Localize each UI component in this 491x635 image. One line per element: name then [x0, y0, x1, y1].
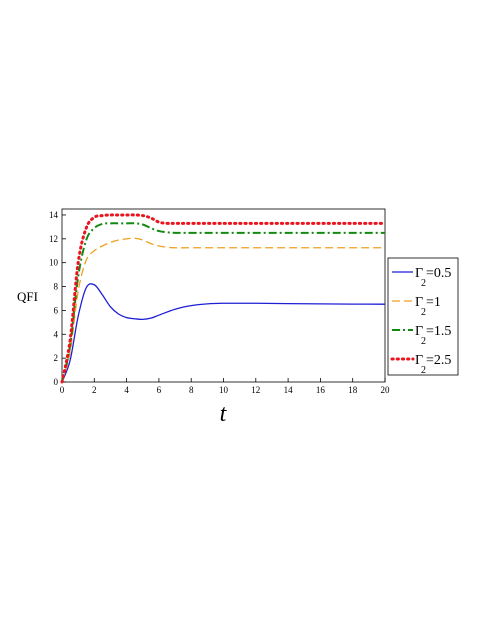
legend-box [387, 257, 459, 376]
x-tick-label: 4 [124, 385, 129, 395]
series-line-1 [61, 283, 386, 383]
legend-items: Γ2=0.5Γ2=1Γ2=1.5Γ2=2.5 [390, 266, 451, 376]
series-line-3 [61, 222, 385, 383]
y-axis-ticks: 0 2 4 6 8 10 12 14 [49, 210, 66, 387]
legend-symbol-3: Γ [415, 324, 423, 339]
x-axis-label: t [220, 401, 228, 427]
legend-label-3: =1.5 [426, 324, 451, 339]
y-tick-label: 10 [49, 258, 59, 268]
legend-label-4: =2.5 [426, 353, 451, 368]
x-tick-label: 10 [219, 385, 229, 395]
x-tick-label: 2 [92, 385, 97, 395]
x-tick-label: 18 [348, 385, 358, 395]
series-line-4 [60, 213, 387, 384]
legend-subscript-3: 2 [421, 336, 426, 347]
y-axis-label: QFI [17, 289, 38, 304]
x-axis-ticks: 0 2 4 6 8 10 12 14 16 18 20 [60, 378, 390, 395]
plot-frame [61, 208, 386, 383]
x-tick-label: 20 [381, 385, 391, 395]
series-layer [60, 213, 387, 384]
y-tick-label: 6 [54, 305, 59, 315]
x-tick-label: 6 [157, 385, 162, 395]
legend-subscript-1: 2 [421, 278, 426, 289]
x-tick-label: 16 [316, 385, 326, 395]
y-tick-label: 2 [54, 353, 59, 363]
legend: Γ2=0.5Γ2=1Γ2=1.5Γ2=2.5 [387, 257, 459, 376]
y-tick-label: 4 [54, 329, 59, 339]
x-tick-label: 0 [60, 385, 65, 395]
legend-label-1: =0.5 [426, 266, 451, 281]
y-tick-label: 8 [54, 282, 59, 292]
legend-label-2: =1 [426, 295, 441, 310]
x-tick-label: 8 [189, 385, 194, 395]
legend-symbol-4: Γ [415, 353, 423, 368]
y-tick-label: 0 [54, 377, 59, 387]
legend-subscript-2: 2 [421, 307, 426, 318]
y-tick-label: 14 [49, 210, 59, 220]
legend-symbol-1: Γ [415, 266, 423, 281]
legend-symbol-2: Γ [415, 295, 423, 310]
legend-subscript-4: 2 [421, 365, 426, 376]
x-tick-label: 14 [284, 385, 294, 395]
series-line-2 [61, 237, 385, 383]
y-tick-label: 12 [49, 234, 58, 244]
x-tick-label: 12 [251, 385, 260, 395]
